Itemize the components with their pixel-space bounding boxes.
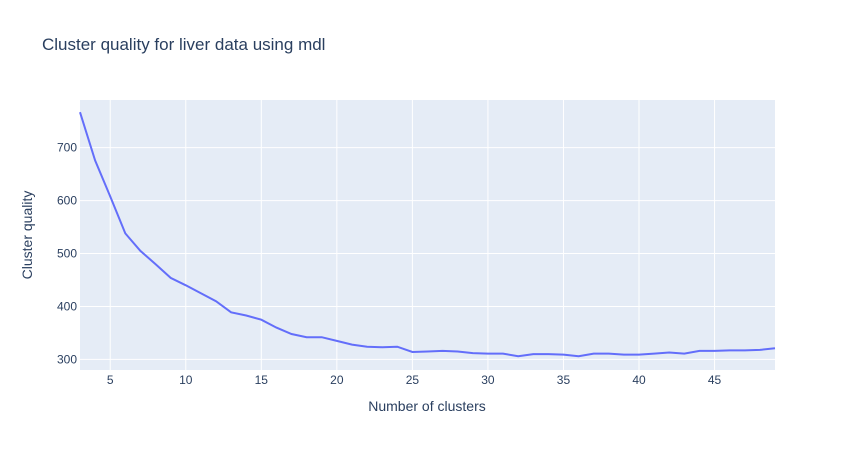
y-gridlines: [80, 147, 775, 360]
x-tick-label: 25: [406, 373, 420, 387]
y-tick-label: 500: [57, 247, 77, 261]
y-tick-label: 400: [57, 299, 77, 313]
x-tick-labels: 5 10 15 20 25 30 35 40 45: [107, 373, 722, 387]
x-tick-label: 35: [557, 373, 571, 387]
x-gridlines: [109, 100, 716, 370]
x-tick-label: 30: [481, 373, 495, 387]
x-tick-label: 15: [255, 373, 269, 387]
x-tick-label: 45: [708, 373, 722, 387]
y-tick-label: 300: [57, 352, 77, 366]
series-line: [79, 111, 776, 358]
x-tick-label: 20: [330, 373, 344, 387]
y-tick-label: 600: [57, 194, 77, 208]
x-axis-title: Number of clusters: [368, 398, 485, 414]
y-tick-label: 700: [57, 141, 77, 155]
x-tick-label: 40: [632, 373, 646, 387]
y-tick-labels: 300 400 500 600 700: [57, 141, 77, 367]
x-tick-label: 10: [179, 373, 193, 387]
y-axis-title: Cluster quality: [19, 191, 35, 280]
chart-title: Cluster quality for liver data using mdl: [42, 35, 325, 54]
x-tick-label: 5: [107, 373, 114, 387]
plot-area: [80, 100, 775, 370]
